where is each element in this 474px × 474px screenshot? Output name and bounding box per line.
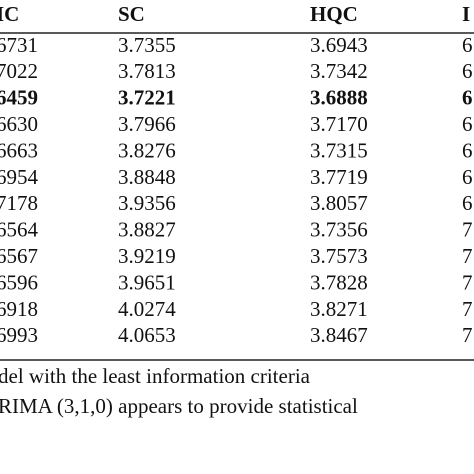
table-cell: 7178 (0, 191, 38, 215)
table-cell: 3.7813 (118, 59, 176, 83)
table-cell: 7 (462, 244, 473, 268)
table-cell: 6 (462, 33, 473, 57)
table-cell: 6 (462, 138, 473, 162)
table-cell: 3.8271 (310, 297, 368, 321)
table-cell: 3.7355 (118, 33, 176, 57)
table-cell: 3.7719 (310, 165, 368, 189)
table-cell: 6731 (0, 33, 38, 57)
table-cell: 6954 (0, 165, 39, 189)
table-cell: 6459 (0, 86, 38, 110)
table-cell: 3.8276 (118, 138, 176, 162)
table-cell: 3.7170 (310, 112, 368, 136)
table-cell: 6 (462, 165, 473, 189)
table-cell: 3.8467 (310, 323, 368, 347)
table-cell: 3.7221 (118, 86, 176, 110)
table-cell: 7 (462, 218, 473, 242)
table-cell: 6564 (0, 218, 39, 242)
table-cell: 3.8827 (118, 218, 176, 242)
table-cell: 3.7356 (310, 218, 368, 242)
table-cell: 4.0653 (118, 323, 176, 347)
table-cell: 3.6888 (310, 86, 368, 110)
table-cell: 6567 (0, 244, 38, 268)
table-cell: 6630 (0, 112, 38, 136)
table-cell: 3.7315 (310, 138, 368, 162)
table-cell: 3.7966 (118, 112, 176, 136)
table-cell: 6918 (0, 297, 38, 321)
table-cell: 3.7342 (310, 59, 368, 83)
table-note: del with the least information criteria (0, 364, 311, 388)
table-cell: 7022 (0, 59, 38, 83)
table-cell: 7 (462, 297, 473, 321)
table-cell: 3.7573 (310, 244, 368, 268)
table-cell: 7 (462, 323, 473, 347)
table-cell: 6596 (0, 270, 38, 294)
table-cell: 3.8057 (310, 191, 368, 215)
column-header: IC (0, 2, 19, 26)
table-cell: 7 (462, 270, 473, 294)
column-header: I (462, 2, 470, 26)
table-cell: 3.9651 (118, 270, 176, 294)
table-cell: 3.8848 (118, 165, 176, 189)
table-cell: 6 (462, 191, 473, 215)
table-note: RIMA (3,1,0) appears to provide statisti… (0, 394, 358, 418)
column-header: SC (118, 2, 145, 26)
table-cell: 6663 (0, 138, 38, 162)
table-cell: 6 (462, 86, 473, 110)
table-cell: 6 (462, 59, 473, 83)
column-header: HQC (310, 2, 358, 26)
table-cell: 3.9356 (118, 191, 176, 215)
table-cell: 3.9219 (118, 244, 176, 268)
table-cell: 3.6943 (310, 33, 368, 57)
table-cell: 6993 (0, 323, 38, 347)
table-cell: 3.7828 (310, 270, 368, 294)
table-cell: 6 (462, 112, 473, 136)
table-cell: 4.0274 (118, 297, 176, 321)
